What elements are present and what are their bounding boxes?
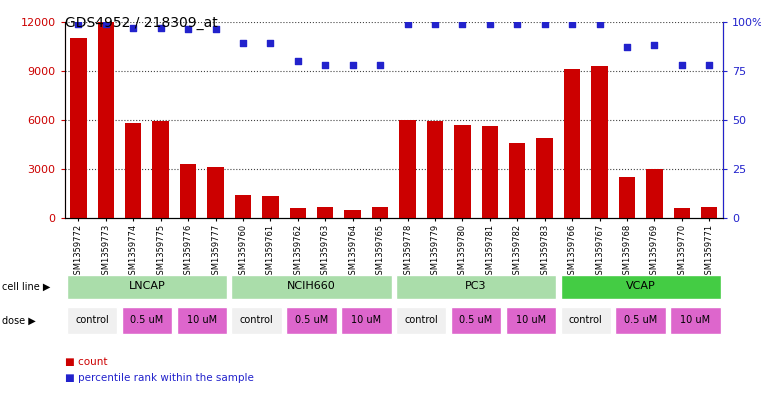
Bar: [341, 307, 392, 334]
Text: 10 uM: 10 uM: [516, 315, 546, 325]
Bar: [396, 307, 447, 334]
Text: NCIH660: NCIH660: [287, 281, 336, 291]
Bar: [152, 121, 169, 218]
Point: [676, 62, 688, 68]
Text: control: control: [240, 315, 273, 325]
Bar: [670, 307, 721, 334]
Bar: [396, 275, 556, 299]
Text: 0.5 uM: 0.5 uM: [460, 315, 492, 325]
Bar: [67, 275, 227, 299]
Point: [291, 58, 304, 64]
Bar: [286, 307, 337, 334]
Point: [511, 20, 524, 27]
Bar: [177, 307, 227, 334]
Bar: [70, 38, 87, 218]
Point: [566, 20, 578, 27]
Bar: [427, 121, 443, 218]
Text: VCAP: VCAP: [626, 281, 655, 291]
Bar: [67, 307, 117, 334]
Bar: [509, 143, 525, 218]
Bar: [345, 210, 361, 218]
Point: [648, 42, 661, 48]
Bar: [619, 177, 635, 218]
Point: [539, 20, 551, 27]
Bar: [262, 196, 279, 218]
Point: [457, 20, 469, 27]
Point: [72, 20, 84, 27]
Text: control: control: [569, 315, 603, 325]
Bar: [537, 138, 553, 218]
Bar: [125, 123, 142, 218]
Text: GDS4952 / 218309_at: GDS4952 / 218309_at: [65, 16, 218, 30]
Text: 0.5 uM: 0.5 uM: [624, 315, 658, 325]
Point: [374, 62, 386, 68]
Point: [237, 40, 249, 46]
Point: [484, 20, 496, 27]
Text: PC3: PC3: [465, 281, 487, 291]
Bar: [231, 307, 282, 334]
Text: ■ percentile rank within the sample: ■ percentile rank within the sample: [65, 373, 253, 383]
Bar: [400, 120, 416, 218]
Bar: [561, 275, 721, 299]
Point: [154, 24, 167, 31]
Point: [182, 26, 194, 33]
Point: [127, 24, 139, 31]
Point: [621, 44, 633, 50]
Text: control: control: [404, 315, 438, 325]
Point: [264, 40, 276, 46]
Text: 10 uM: 10 uM: [186, 315, 217, 325]
Point: [594, 20, 606, 27]
Bar: [231, 275, 392, 299]
Bar: [290, 208, 306, 218]
Bar: [616, 307, 666, 334]
Text: 0.5 uM: 0.5 uM: [130, 315, 164, 325]
Point: [346, 62, 358, 68]
Bar: [564, 69, 581, 218]
Bar: [207, 167, 224, 218]
Text: 10 uM: 10 uM: [680, 315, 711, 325]
Bar: [646, 169, 663, 218]
Text: ■ count: ■ count: [65, 358, 107, 367]
Text: 0.5 uM: 0.5 uM: [295, 315, 328, 325]
Bar: [234, 195, 251, 218]
Bar: [451, 307, 501, 334]
Text: cell line ▶: cell line ▶: [2, 282, 50, 292]
Bar: [591, 66, 608, 218]
Bar: [673, 208, 690, 218]
Bar: [97, 22, 114, 218]
Point: [100, 20, 112, 27]
Bar: [506, 307, 556, 334]
Point: [402, 20, 414, 27]
Bar: [454, 125, 470, 218]
Bar: [701, 207, 718, 218]
Bar: [317, 208, 333, 218]
Point: [703, 62, 715, 68]
Bar: [180, 164, 196, 218]
Point: [429, 20, 441, 27]
Text: LNCAP: LNCAP: [129, 281, 165, 291]
Point: [319, 62, 331, 68]
Text: control: control: [75, 315, 109, 325]
Text: dose ▶: dose ▶: [2, 315, 35, 325]
Bar: [561, 307, 611, 334]
Bar: [482, 127, 498, 218]
Bar: [122, 307, 172, 334]
Point: [209, 26, 221, 33]
Bar: [372, 208, 388, 218]
Text: 10 uM: 10 uM: [352, 315, 381, 325]
